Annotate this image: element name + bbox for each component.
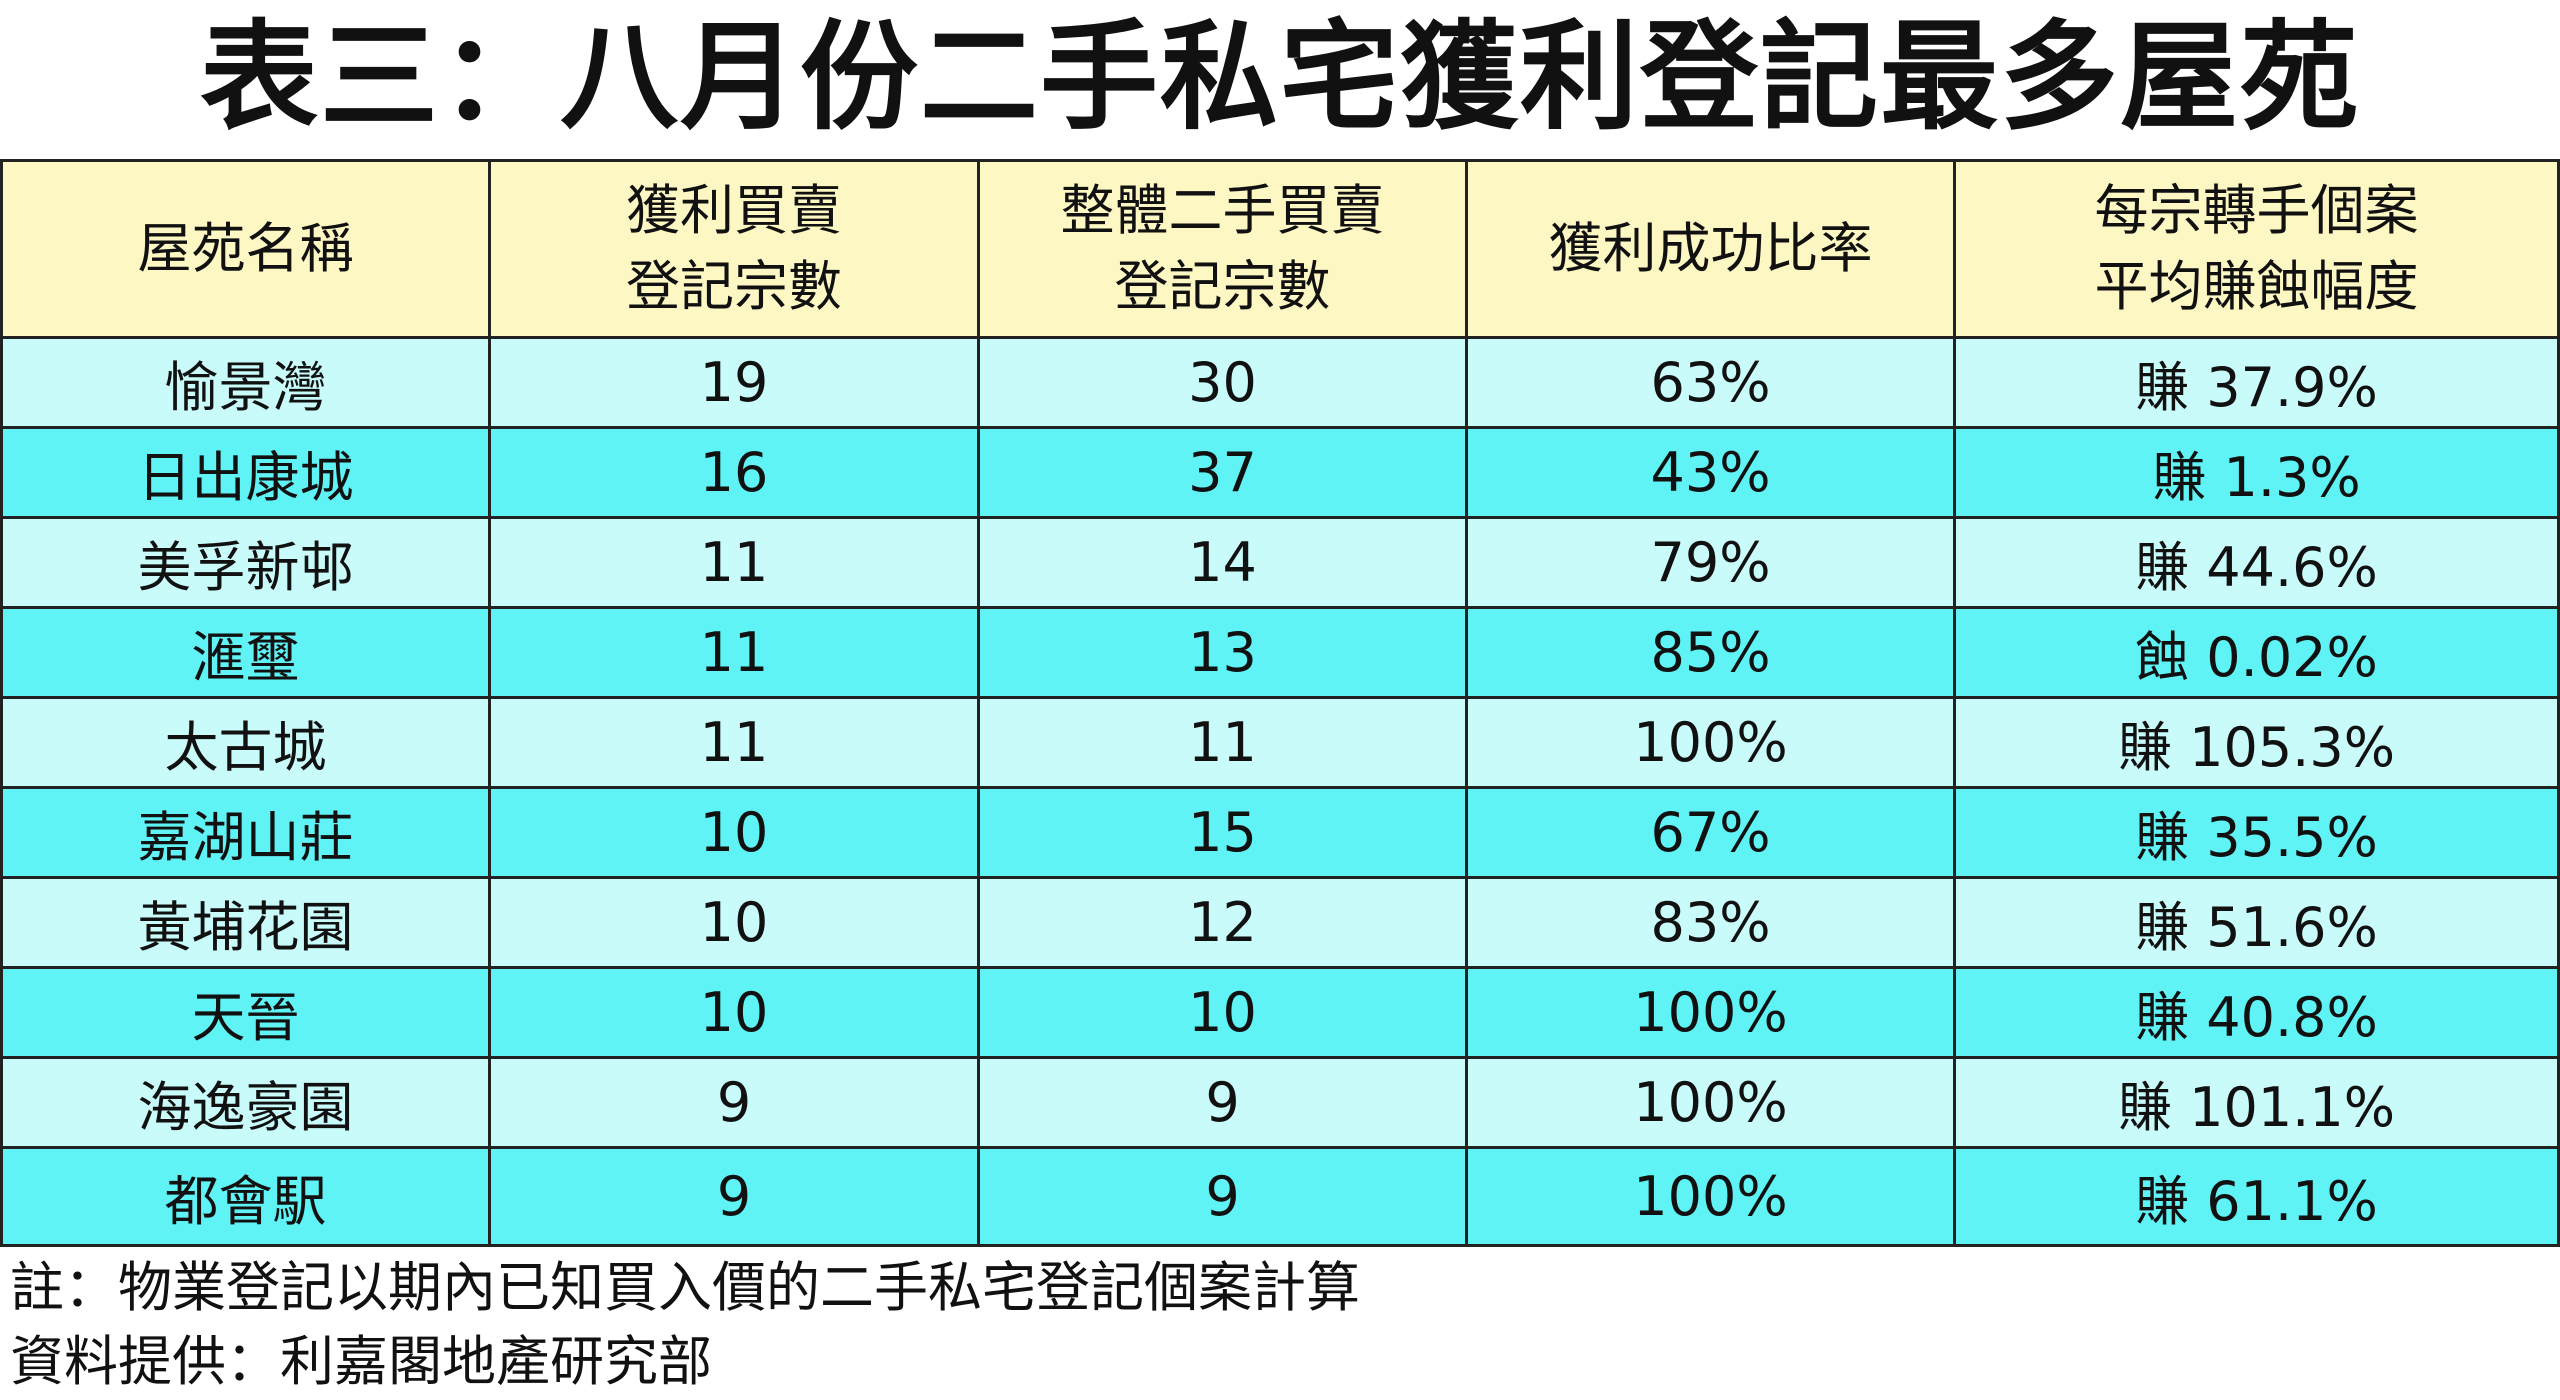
table-cell: 13 — [977, 606, 1468, 699]
table-cell: 67% — [1465, 786, 1956, 879]
table-row: 日出康城 16 37 43% 賺 1.3% — [0, 426, 2560, 519]
header-text: 每宗轉手個案 — [2094, 179, 2419, 242]
table-cell: 天晉 — [0, 966, 491, 1059]
table-cell: 10 — [977, 966, 1468, 1059]
table-cell: 11 — [488, 516, 980, 609]
table-cell: 愉景灣 — [0, 336, 491, 429]
table-cell: 9 — [977, 1056, 1468, 1149]
table-cell: 85% — [1465, 606, 1956, 699]
table-cell: 日出康城 — [0, 426, 491, 519]
table-cell: 100% — [1465, 1056, 1956, 1149]
table-cell: 美孚新邨 — [0, 516, 491, 609]
table-cell: 9 — [488, 1146, 980, 1247]
title: 表三：八月份二手私宅獲利登記最多屋苑 — [199, 8, 2360, 146]
table-cell: 15 — [977, 786, 1468, 879]
table-cell: 賺 40.8% — [1953, 966, 2560, 1059]
table-row: 都會駅 9 9 100% 賺 61.1% — [0, 1146, 2560, 1247]
source: 資料提供：利嘉閣地產研究部 — [10, 1330, 712, 1393]
table-cell: 10 — [488, 786, 980, 879]
table-cell: 海逸豪園 — [0, 1056, 491, 1149]
note: 註：物業登記以期內已知買入價的二手私宅登記個案計算 — [10, 1256, 1360, 1319]
table-cell: 11 — [488, 696, 980, 789]
table-cell: 100% — [1465, 1146, 1956, 1247]
table-row: 滙璽 11 13 85% 蝕 0.02% — [0, 606, 2560, 699]
header-text: 整體二手買賣 — [1060, 179, 1385, 242]
table-cell: 都會駅 — [0, 1146, 491, 1247]
header-cell: 每宗轉手個案 平均賺蝕幅度 — [1953, 159, 2560, 339]
table-row: 嘉湖山莊 10 15 67% 賺 35.5% — [0, 786, 2560, 879]
header-text: 平均賺蝕幅度 — [2094, 255, 2419, 318]
table-cell: 賺 105.3% — [1953, 696, 2560, 789]
table-cell: 79% — [1465, 516, 1956, 609]
header-text: 獲利成功比率 — [1548, 217, 1873, 280]
table-cell: 14 — [977, 516, 1468, 609]
header-text: 獲利買賣 — [626, 179, 842, 242]
table-cell: 賺 35.5% — [1953, 786, 2560, 879]
header-row: 屋苑名稱 獲利買賣 登記宗數 整體二手買賣 登記宗數 獲利成功比率 每宗轉手個案 平均賺蝕幅度 — [0, 159, 2560, 339]
table-cell: 10 — [488, 876, 980, 969]
header-text: 登記宗數 — [1114, 255, 1331, 318]
table-cell: 11 — [977, 696, 1468, 789]
table-body: 愉景灣 19 30 63% 賺 37.9% 日出康城 16 37 43% 賺 1.3% 美孚新邨 11… — [0, 336, 2560, 1247]
header-text: 登記宗數 — [626, 255, 842, 318]
table-cell: 30 — [977, 336, 1468, 429]
table-cell: 100% — [1465, 696, 1956, 789]
table-cell: 黃埔花園 — [0, 876, 491, 969]
table-cell: 63% — [1465, 336, 1956, 429]
header-text: 屋苑名稱 — [137, 217, 354, 280]
table-row: 海逸豪園 9 9 100% 賺 101.1% — [0, 1056, 2560, 1149]
table-cell: 83% — [1465, 876, 1956, 969]
table-cell: 10 — [488, 966, 980, 1059]
table-cell: 11 — [488, 606, 980, 699]
table-cell: 蝕 0.02% — [1953, 606, 2560, 699]
table-cell: 9 — [977, 1146, 1468, 1247]
table-cell: 賺 37.9% — [1953, 336, 2560, 429]
table-cell: 嘉湖山莊 — [0, 786, 491, 879]
table-row: 天晉 10 10 100% 賺 40.8% — [0, 966, 2560, 1059]
table-cell: 賺 1.3% — [1953, 426, 2560, 519]
table-cell: 賺 101.1% — [1953, 1056, 2560, 1149]
table-cell: 太古城 — [0, 696, 491, 789]
table-cell: 賺 51.6% — [1953, 876, 2560, 969]
table-cell: 37 — [977, 426, 1468, 519]
table-row: 愉景灣 19 30 63% 賺 37.9% — [0, 336, 2560, 429]
table-row: 太古城 11 11 100% 賺 105.3% — [0, 696, 2560, 789]
table-cell: 9 — [488, 1056, 980, 1149]
table-cell: 賺 44.6% — [1953, 516, 2560, 609]
table-cell: 12 — [977, 876, 1468, 969]
table-cell: 滙璽 — [0, 606, 491, 699]
header-cell: 屋苑名稱 — [0, 159, 491, 339]
table-cell: 賺 61.1% — [1953, 1146, 2560, 1247]
header-cell: 獲利買賣 登記宗數 — [488, 159, 980, 339]
table-cell: 19 — [488, 336, 980, 429]
table-cell: 16 — [488, 426, 980, 519]
table-row: 黃埔花園 10 12 83% 賺 51.6% — [0, 876, 2560, 969]
table-row: 美孚新邨 11 14 79% 賺 44.6% — [0, 516, 2560, 609]
header-cell: 整體二手買賣 登記宗數 — [977, 159, 1468, 339]
header-cell: 獲利成功比率 — [1465, 159, 1956, 339]
table-cell: 43% — [1465, 426, 1956, 519]
table: 屋苑名稱 獲利買賣 登記宗數 整體二手買賣 登記宗數 獲利成功比率 每宗轉手個案 平均賺蝕幅度… — [0, 159, 2560, 1247]
table-cell: 100% — [1465, 966, 1956, 1059]
